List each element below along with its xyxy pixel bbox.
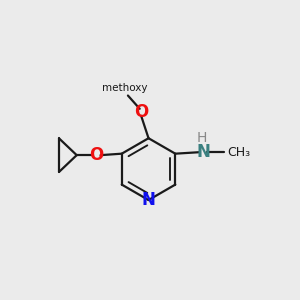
Text: O: O xyxy=(134,103,148,121)
Text: CH₃: CH₃ xyxy=(227,146,250,159)
Text: N: N xyxy=(196,143,210,161)
Text: methoxy: methoxy xyxy=(102,83,148,93)
Text: H: H xyxy=(196,131,207,145)
Text: N: N xyxy=(142,191,155,209)
Text: O: O xyxy=(90,146,104,164)
